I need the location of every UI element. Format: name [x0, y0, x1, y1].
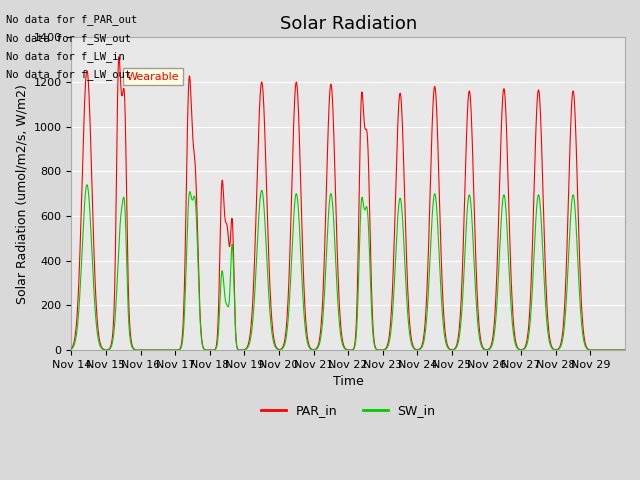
- X-axis label: Time: Time: [333, 375, 364, 388]
- Text: No data for f_LW_out: No data for f_LW_out: [6, 69, 131, 80]
- Y-axis label: Solar Radiation (umol/m2/s, W/m2): Solar Radiation (umol/m2/s, W/m2): [15, 84, 28, 304]
- Text: Wearable: Wearable: [127, 72, 179, 82]
- Text: No data for f_SW_out: No data for f_SW_out: [6, 33, 131, 44]
- Title: Solar Radiation: Solar Radiation: [280, 15, 417, 33]
- Text: No data for f_LW_in: No data for f_LW_in: [6, 51, 125, 62]
- Text: No data for f_PAR_out: No data for f_PAR_out: [6, 14, 138, 25]
- Legend: PAR_in, SW_in: PAR_in, SW_in: [256, 399, 440, 422]
